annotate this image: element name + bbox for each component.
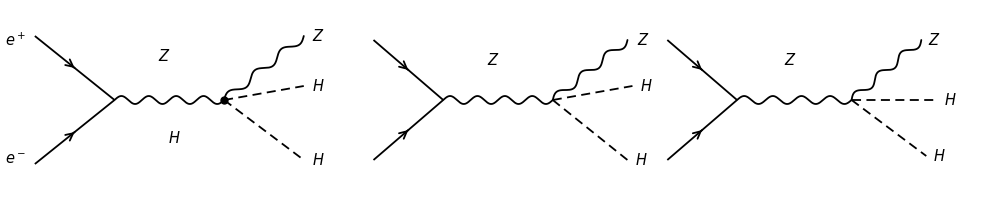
- Text: $Z$: $Z$: [784, 52, 796, 68]
- Text: $e^+$: $e^+$: [5, 31, 26, 49]
- Text: $H$: $H$: [640, 78, 653, 94]
- Text: $Z$: $Z$: [928, 32, 941, 48]
- Text: $H$: $H$: [168, 130, 180, 146]
- Text: $Z$: $Z$: [312, 28, 325, 44]
- Text: $Z$: $Z$: [637, 32, 650, 48]
- Text: $H$: $H$: [312, 78, 325, 94]
- Text: $H$: $H$: [312, 152, 325, 168]
- Text: $H$: $H$: [635, 152, 648, 168]
- Text: $H$: $H$: [944, 92, 957, 108]
- Text: $Z$: $Z$: [158, 48, 170, 64]
- Text: $Z$: $Z$: [487, 52, 499, 68]
- Text: $e^-$: $e^-$: [5, 152, 26, 168]
- Text: $H$: $H$: [933, 148, 946, 164]
